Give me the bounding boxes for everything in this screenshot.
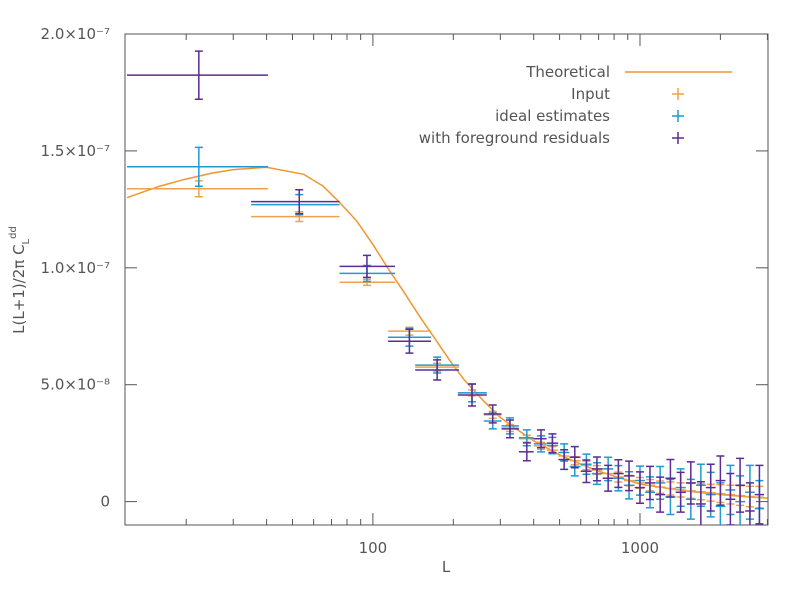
y-error-bar <box>194 50 203 100</box>
y-error-bar <box>295 188 304 215</box>
y-error-bar <box>745 482 754 525</box>
plot-frame <box>124 33 769 526</box>
legend-marker <box>672 88 684 100</box>
x-tick-label: 1000 <box>621 539 659 557</box>
legend-marker <box>672 110 684 122</box>
y-error-bar <box>755 464 764 525</box>
x-tick-label: 100 <box>359 539 388 557</box>
y-error-bar <box>194 146 203 187</box>
y-error-bar <box>592 456 601 482</box>
y-error-bar <box>570 445 579 469</box>
legend-label: with foreground residuals <box>419 129 610 147</box>
y-error-bar <box>625 460 634 492</box>
y-error-bar <box>468 383 477 407</box>
y-error-bar <box>548 433 557 454</box>
y-label-sub: L <box>21 238 32 244</box>
x-axis-label: L <box>442 558 451 576</box>
y-error-bar <box>696 480 705 525</box>
y-error-bar <box>604 464 613 492</box>
legend-label: Theoretical <box>525 63 610 81</box>
y-error-bar <box>614 459 623 489</box>
y-tick-label: 1.5×10⁻⁷ <box>41 142 110 160</box>
y-error-bar <box>537 429 546 449</box>
y-error-bar <box>582 459 591 484</box>
plot-area <box>126 50 768 525</box>
y-tick-label: 1.0×10⁻⁷ <box>41 259 110 277</box>
y-error-bar <box>676 471 685 513</box>
y-label-text: L(L+1)/2π C <box>10 244 28 333</box>
y-error-bar <box>686 461 695 505</box>
y-error-bar <box>405 328 414 354</box>
theory-curve <box>126 166 768 499</box>
y-label-sup: dd <box>8 226 19 239</box>
y-error-bar <box>666 458 675 498</box>
legend-label: Input <box>571 85 610 103</box>
y-error-bar <box>505 419 514 439</box>
y-error-bar <box>726 472 735 525</box>
y-error-bar <box>736 457 745 513</box>
legend-marker <box>672 132 684 144</box>
y-error-bar <box>560 448 569 471</box>
y-error-bar <box>635 471 644 505</box>
y-tick-label: 0 <box>100 493 110 511</box>
y-tick-label: 2.0×10⁻⁷ <box>41 25 110 43</box>
y-error-bar <box>706 463 715 512</box>
y-error-bar <box>362 254 371 279</box>
y-axis-label: L(L+1)/2π CLdd <box>8 226 32 334</box>
y-tick-label: 5.0×10⁻⁸ <box>41 376 110 394</box>
y-error-bar <box>522 442 531 462</box>
y-error-bar <box>488 404 497 424</box>
y-error-bar <box>716 455 725 506</box>
y-error-bar <box>656 476 665 513</box>
legend-label: ideal estimates <box>495 107 610 125</box>
y-error-bar <box>433 359 442 381</box>
y-error-bar <box>645 465 654 501</box>
